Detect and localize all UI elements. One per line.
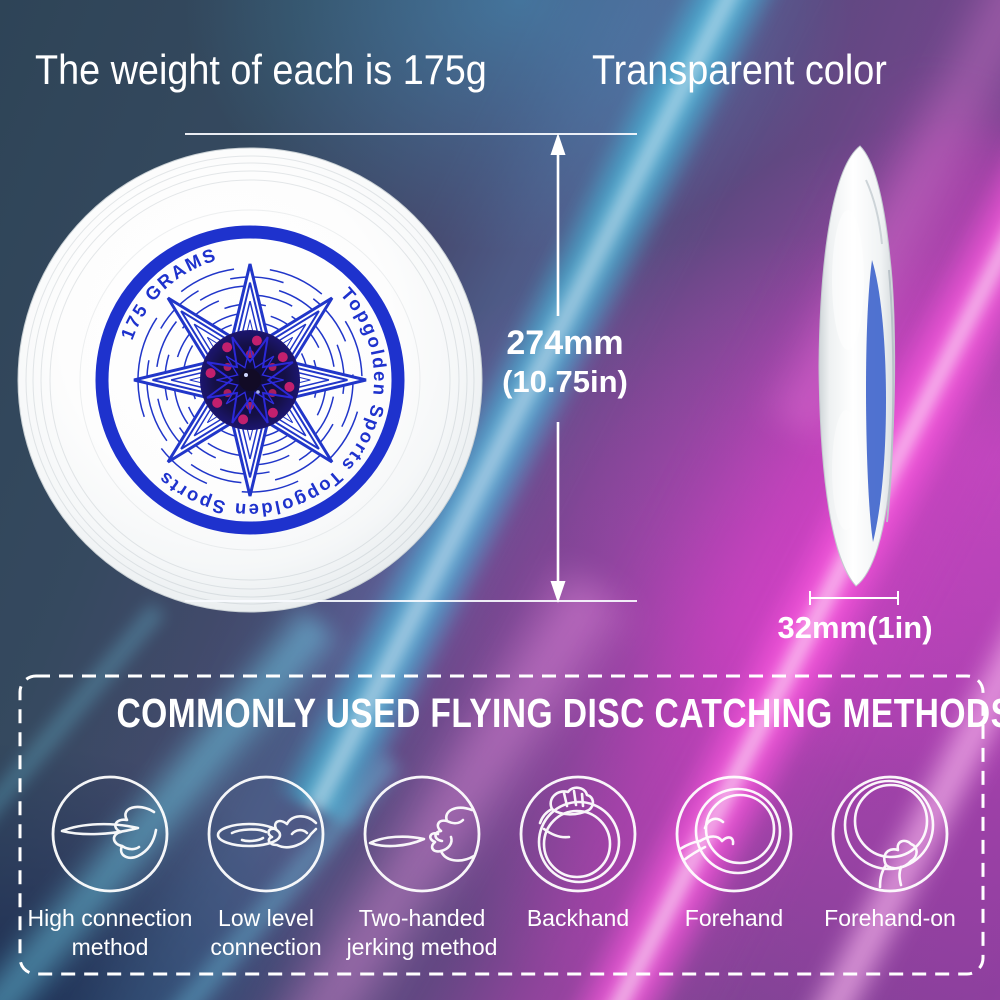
two-handed-icon (363, 775, 481, 893)
catching-methods-panel: COMMONLY USED FLYING DISC CATCHING METHO… (18, 674, 1000, 976)
forehand-on-icon (831, 775, 949, 893)
method-forehand-on: Forehand-on (790, 772, 990, 933)
thickness-value: 32mm(1in) (777, 610, 933, 645)
diameter-arrow (550, 133, 566, 603)
diameter-value-inches: (10.75in) (502, 364, 628, 399)
method-label: Forehand (684, 905, 784, 931)
method-label: High connection method (27, 905, 193, 961)
diameter-ref-line-bottom (185, 600, 637, 602)
method-high-connection: High connection method (10, 772, 210, 963)
method-two-handed: Two-handed jerking method (322, 772, 522, 963)
gloss-highlight (832, 410, 860, 530)
high-connection-icon (51, 775, 169, 893)
transparency-caption: Transparent color (592, 46, 887, 93)
method-low-level: Low level connection (166, 772, 366, 963)
backhand-icon (519, 775, 637, 893)
method-backhand: Backhand (478, 772, 678, 933)
blue-ring (95, 225, 405, 535)
diameter-value: 274mm (506, 324, 624, 362)
side-disc-rim-line (886, 269, 895, 523)
low-level-icon (207, 775, 325, 893)
rim-ridges (25, 155, 475, 605)
frisbee-side-view (818, 145, 896, 587)
side-disc-inner-print (866, 260, 886, 542)
method-forehand: Forehand (634, 772, 834, 933)
thickness-measure-line (809, 591, 899, 605)
frisbee-front-view: 175 GRAMS Topgolden Sports Topgolden Spo… (17, 147, 483, 613)
panel-dashed-border (18, 674, 985, 976)
method-label: Forehand-on (824, 905, 956, 931)
method-label: Two-handed jerking method (346, 905, 498, 961)
forehand-icon (675, 775, 793, 893)
gloss-highlight (832, 210, 864, 350)
method-label: Backhand (526, 905, 630, 931)
panel-title: COMMONLY USED FLYING DISC CATCHING METHO… (116, 690, 1000, 736)
center-medallion (188, 318, 312, 442)
weight-caption: The weight of each is 175g (35, 46, 487, 93)
method-label: Low level connection (210, 905, 322, 961)
diameter-ref-line-top (185, 133, 637, 135)
side-disc-edge-line (865, 179, 883, 245)
